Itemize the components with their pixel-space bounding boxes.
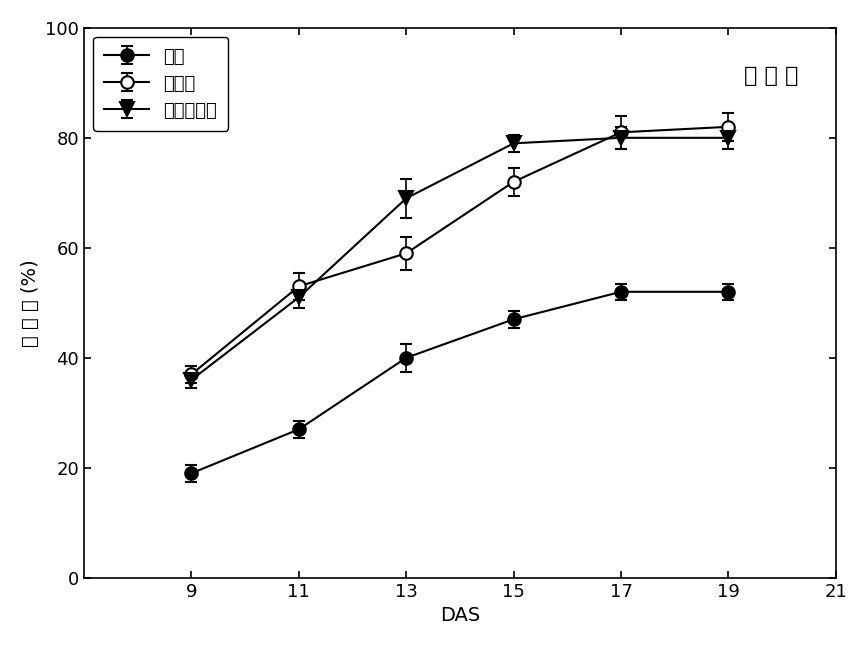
X-axis label: DAS: DAS	[440, 606, 480, 625]
Legend: 对照, 硒引发, 水杨酸引发: 对照, 硒引发, 水杨酸引发	[93, 37, 228, 130]
Y-axis label: 发 芽 率 (%): 发 芽 率 (%)	[21, 259, 40, 347]
Text: 湿 直 播: 湿 直 播	[744, 67, 799, 87]
